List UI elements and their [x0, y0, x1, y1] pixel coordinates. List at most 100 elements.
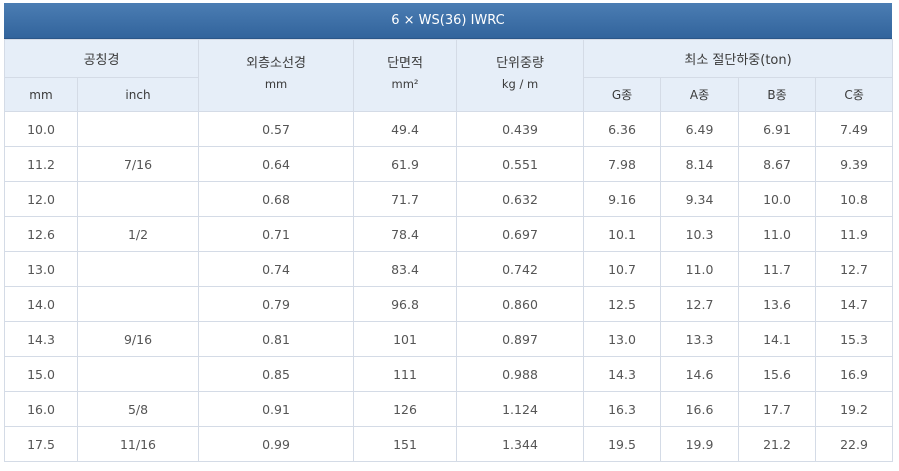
cell-mm: 14.0: [4, 286, 78, 322]
cell-cross-section: 49.4: [353, 111, 458, 147]
subheader-mm: mm: [4, 77, 78, 112]
cell-cross-section: 101: [353, 321, 458, 357]
cell-mm: 17.5: [4, 426, 78, 462]
cell-inch: 7/16: [76, 146, 200, 182]
cell-grade-g: 10.1: [583, 216, 662, 252]
cell-cross-section: 151: [353, 426, 458, 462]
cell-grade-b: 13.6: [738, 286, 817, 322]
subheader-grade-g: G종: [583, 77, 662, 112]
header-outer-wire-unit: mm: [264, 77, 288, 91]
cell-outer-wire: 0.79: [198, 286, 355, 322]
cell-grade-b: 11.7: [738, 251, 817, 287]
table-row: 17.5 11/16 0.99 151 1.344 19.5 19.9 21.2 22.9: [4, 426, 894, 462]
table-row: 14.0 0.79 96.8 0.860 12.5 12.7 13.6 14.7: [4, 286, 894, 322]
cell-cross-section: 111: [353, 356, 458, 392]
cell-grade-c: 16.9: [815, 356, 894, 392]
cell-grade-g: 6.36: [583, 111, 662, 147]
cell-grade-a: 8.14: [660, 146, 740, 182]
cell-inch: 5/8: [76, 391, 200, 427]
cell-unit-weight: 0.742: [456, 251, 585, 287]
table-row: 15.0 0.85 111 0.988 14.3 14.6 15.6 16.9: [4, 356, 894, 392]
subheader-grade-a: A종: [660, 77, 740, 112]
header-cross-section-label: 단면적: [387, 56, 423, 71]
cell-grade-b: 14.1: [738, 321, 817, 357]
cell-inch: [76, 286, 200, 322]
cell-mm: 10.0: [4, 111, 78, 147]
cell-outer-wire: 0.99: [198, 426, 355, 462]
cell-mm: 15.0: [4, 356, 78, 392]
cell-grade-a: 14.6: [660, 356, 740, 392]
cell-grade-b: 10.0: [738, 181, 817, 217]
cell-outer-wire: 0.74: [198, 251, 355, 287]
cell-grade-g: 9.16: [583, 181, 662, 217]
cell-mm: 16.0: [4, 391, 78, 427]
cell-unit-weight: 0.632: [456, 181, 585, 217]
cell-cross-section: 83.4: [353, 251, 458, 287]
cell-outer-wire: 0.81: [198, 321, 355, 357]
table-row: 14.3 9/16 0.81 101 0.897 13.0 13.3 14.1 15.3: [4, 321, 894, 357]
cell-unit-weight: 0.897: [456, 321, 585, 357]
cell-unit-weight: 1.124: [456, 391, 585, 427]
cell-grade-c: 10.8: [815, 181, 894, 217]
spec-table: 공칭경 외층소선경 mm 단면적 mm² 단위중량 kg / m 최소 절단하중…: [3, 39, 894, 462]
cell-grade-g: 16.3: [583, 391, 662, 427]
cell-grade-b: 17.7: [738, 391, 817, 427]
subheader-grade-b: B종: [738, 77, 817, 112]
cell-grade-a: 16.6: [660, 391, 740, 427]
cell-inch: [76, 251, 200, 287]
cell-grade-c: 11.9: [815, 216, 894, 252]
cell-mm: 14.3: [4, 321, 78, 357]
cell-grade-c: 22.9: [815, 426, 894, 462]
cell-unit-weight: 1.344: [456, 426, 585, 462]
cell-grade-g: 14.3: [583, 356, 662, 392]
cell-grade-c: 15.3: [815, 321, 894, 357]
cell-grade-c: 14.7: [815, 286, 894, 322]
cell-mm: 11.2: [4, 146, 78, 182]
cell-inch: 11/16: [76, 426, 200, 462]
cell-grade-b: 8.67: [738, 146, 817, 182]
cell-outer-wire: 0.85: [198, 356, 355, 392]
cell-grade-g: 7.98: [583, 146, 662, 182]
cell-grade-g: 19.5: [583, 426, 662, 462]
cell-cross-section: 71.7: [353, 181, 458, 217]
cell-grade-c: 7.49: [815, 111, 894, 147]
cell-grade-a: 10.3: [660, 216, 740, 252]
header-cross-section: 단면적 mm²: [353, 39, 458, 112]
cell-grade-b: 11.0: [738, 216, 817, 252]
table-row: 11.2 7/16 0.64 61.9 0.551 7.98 8.14 8.67 9.39: [4, 146, 894, 182]
cell-mm: 13.0: [4, 251, 78, 287]
header-unit-weight-unit: kg / m: [501, 77, 539, 91]
table-title: 6 × WS(36) IWRC: [4, 3, 892, 39]
cell-unit-weight: 0.551: [456, 146, 585, 182]
cell-cross-section: 61.9: [353, 146, 458, 182]
cell-outer-wire: 0.68: [198, 181, 355, 217]
cell-cross-section: 78.4: [353, 216, 458, 252]
header-cross-section-unit: mm²: [391, 77, 419, 91]
cell-grade-a: 19.9: [660, 426, 740, 462]
cell-inch: 9/16: [76, 321, 200, 357]
cell-outer-wire: 0.57: [198, 111, 355, 147]
table-row: 10.0 0.57 49.4 0.439 6.36 6.49 6.91 7.49: [4, 111, 894, 147]
cell-inch: 1/2: [76, 216, 200, 252]
cell-grade-a: 11.0: [660, 251, 740, 287]
cell-grade-c: 12.7: [815, 251, 894, 287]
spec-table-container: 6 × WS(36) IWRC 공칭경 외층소선경 mm 단면적 mm² 단위중…: [3, 3, 894, 462]
cell-grade-c: 9.39: [815, 146, 894, 182]
cell-grade-b: 21.2: [738, 426, 817, 462]
cell-unit-weight: 0.860: [456, 286, 585, 322]
header-unit-weight: 단위중량 kg / m: [456, 39, 585, 112]
cell-grade-b: 6.91: [738, 111, 817, 147]
cell-grade-a: 6.49: [660, 111, 740, 147]
cell-grade-a: 9.34: [660, 181, 740, 217]
cell-grade-g: 10.7: [583, 251, 662, 287]
cell-grade-a: 12.7: [660, 286, 740, 322]
cell-cross-section: 126: [353, 391, 458, 427]
table-row: 16.0 5/8 0.91 126 1.124 16.3 16.6 17.7 19.2: [4, 391, 894, 427]
table-row: 13.0 0.74 83.4 0.742 10.7 11.0 11.7 12.7: [4, 251, 894, 287]
cell-unit-weight: 0.697: [456, 216, 585, 252]
cell-grade-b: 15.6: [738, 356, 817, 392]
cell-inch: [76, 356, 200, 392]
cell-mm: 12.6: [4, 216, 78, 252]
cell-grade-g: 12.5: [583, 286, 662, 322]
subheader-inch: inch: [76, 77, 200, 112]
